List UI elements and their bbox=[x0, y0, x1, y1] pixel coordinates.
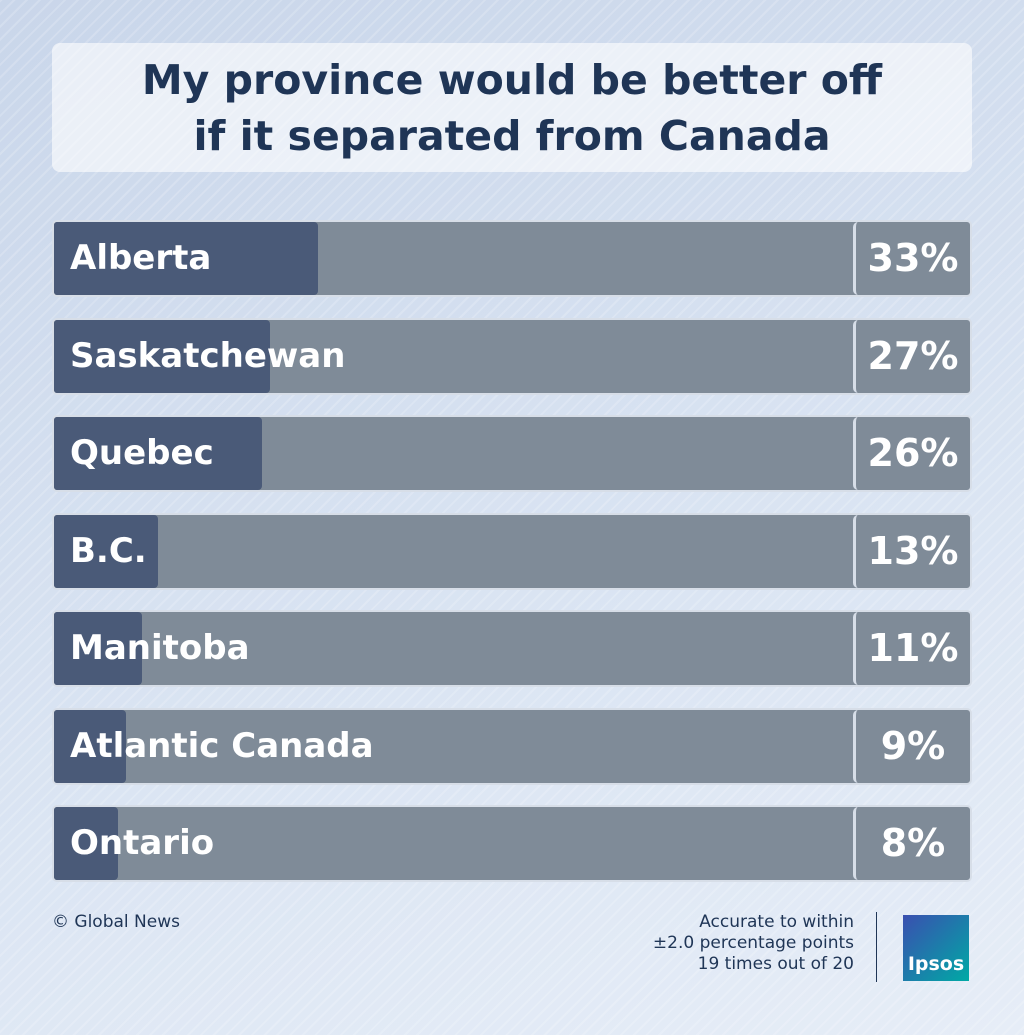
category-label: Ontario bbox=[70, 823, 215, 863]
chart-title: My province would be better off if it se… bbox=[141, 55, 883, 160]
bar-row: Atlantic Canada 9% bbox=[52, 707, 972, 785]
value-label: 9% bbox=[853, 709, 970, 783]
category-label: Manitoba bbox=[70, 628, 250, 668]
value-label: 27% bbox=[853, 319, 970, 393]
bar bbox=[54, 222, 318, 295]
value-label: 26% bbox=[853, 417, 970, 490]
title-box: My province would be better off if it se… bbox=[52, 43, 972, 172]
bar-row: Manitoba 11% bbox=[52, 610, 972, 687]
bar bbox=[54, 807, 118, 880]
bar bbox=[54, 417, 262, 490]
divider bbox=[876, 912, 877, 982]
category-label: Alberta bbox=[70, 238, 212, 278]
category-label: Saskatchewan bbox=[70, 335, 346, 376]
category-label: Quebec bbox=[70, 433, 214, 473]
note-line: Accurate to within bbox=[699, 912, 854, 932]
bar bbox=[54, 612, 142, 685]
bar bbox=[54, 514, 158, 588]
bar bbox=[54, 319, 270, 393]
note-line: ±2.0 percentage points bbox=[652, 933, 854, 953]
category-label: B.C. bbox=[70, 530, 147, 571]
bar-row: Ontario 8% bbox=[52, 805, 972, 882]
bar-row: Alberta 33% bbox=[52, 220, 972, 297]
bar-row: Saskatchewan 27% bbox=[52, 317, 972, 395]
note: Accurate to within ±2.0 percentage points… bbox=[653, 912, 854, 975]
note-line: 19 times out of 20 bbox=[697, 954, 854, 974]
category-label: Atlantic Canada bbox=[70, 725, 374, 766]
value-label: 13% bbox=[853, 514, 970, 588]
bar bbox=[54, 709, 126, 783]
bar-row: Quebec 26% bbox=[52, 415, 972, 492]
value-label: 8% bbox=[853, 807, 970, 880]
source: © Global News bbox=[52, 912, 180, 932]
value-label: 11% bbox=[853, 612, 970, 685]
value-label: 33% bbox=[853, 222, 970, 295]
logo: Ipsos bbox=[903, 915, 969, 981]
bar-row: B.C. 13% bbox=[52, 512, 972, 590]
